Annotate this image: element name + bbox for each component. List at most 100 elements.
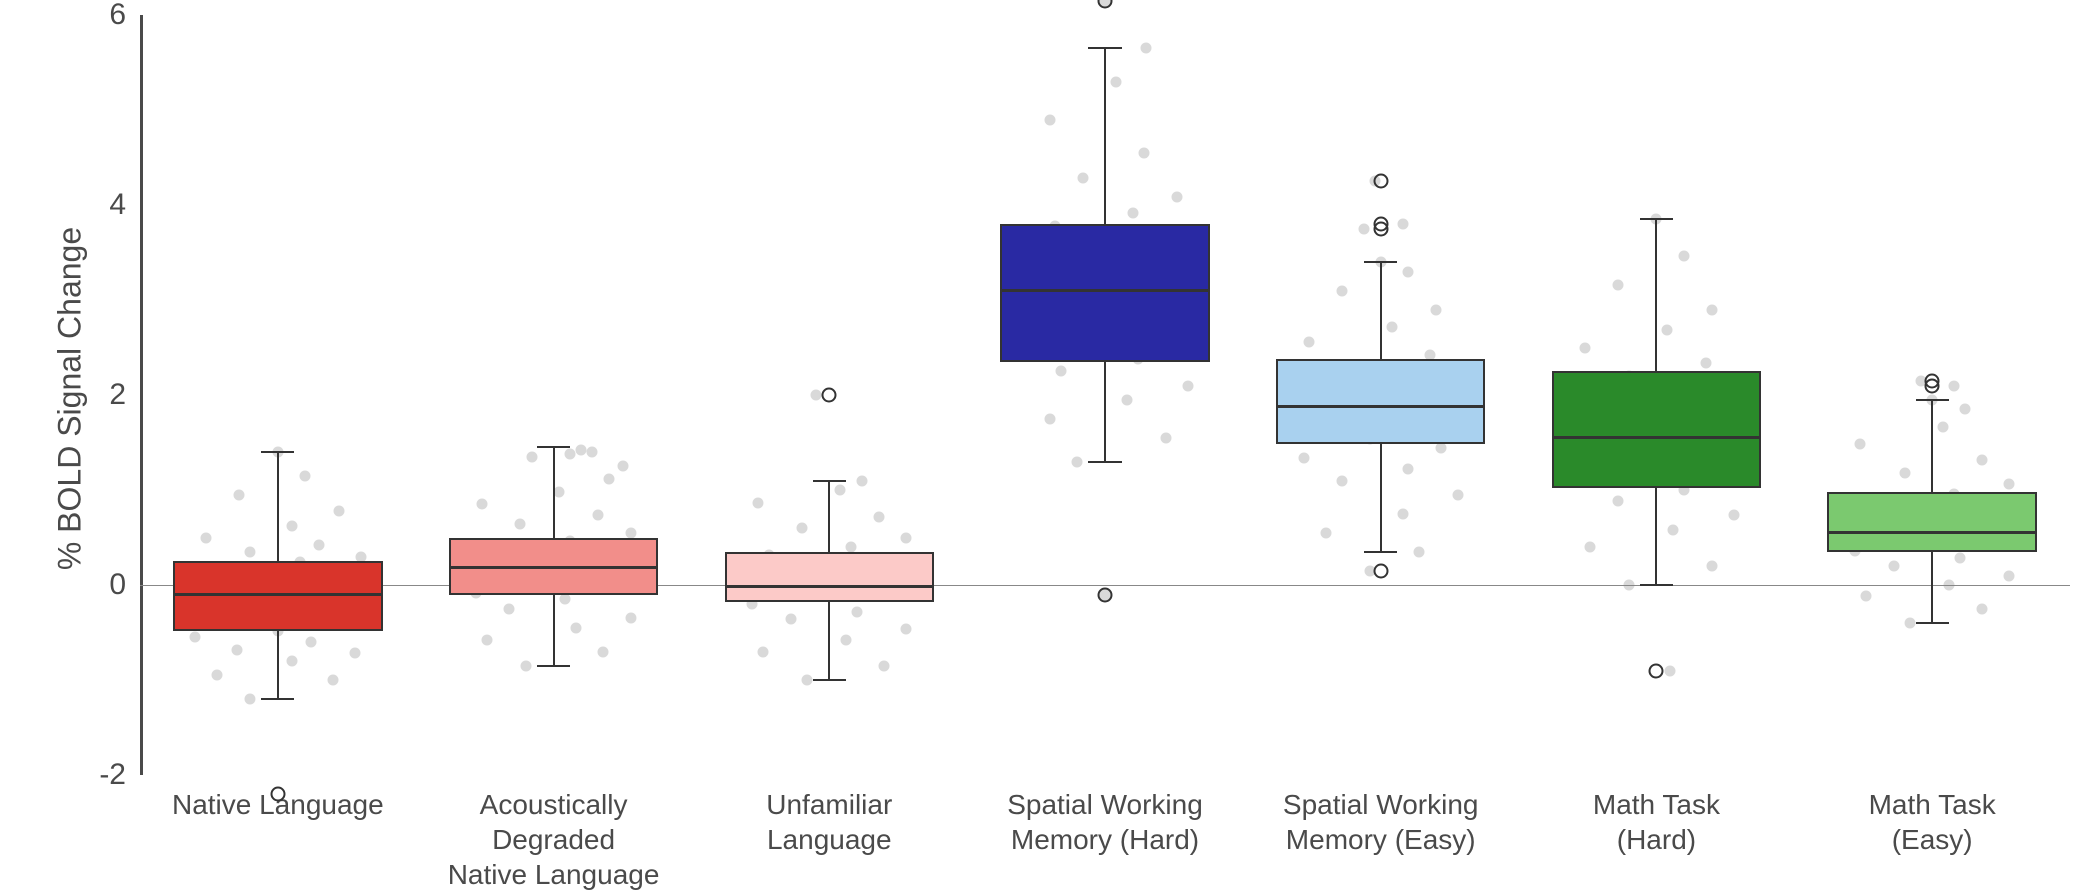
jitter-point (1860, 591, 1871, 602)
jitter-point (554, 486, 565, 497)
x-category-label: Acoustically DegradedNative Language (424, 787, 684, 892)
box (1827, 492, 2037, 552)
jitter-point (1943, 580, 1954, 591)
jitter-point (1182, 380, 1193, 391)
jitter-point (1320, 527, 1331, 538)
jitter-point (1452, 489, 1463, 500)
outlier-point (1925, 378, 1940, 393)
whisker-cap (537, 665, 570, 667)
jitter-point (835, 485, 846, 496)
jitter-point (333, 505, 344, 516)
jitter-point (521, 660, 532, 671)
jitter-point (314, 540, 325, 551)
jitter-point (2004, 479, 2015, 490)
jitter-point (1888, 561, 1899, 572)
jitter-point (598, 646, 609, 657)
whisker-cap (1640, 584, 1673, 586)
outlier-point (1373, 174, 1388, 189)
jitter-point (1141, 43, 1152, 54)
jitter-point (328, 675, 339, 686)
whisker-cap (1640, 218, 1673, 220)
median-line (173, 593, 383, 596)
jitter-point (1665, 665, 1676, 676)
y-tick-label: 2 (80, 378, 126, 412)
jitter-point (603, 473, 614, 484)
jitter-point (1612, 496, 1623, 507)
jitter-point (1171, 192, 1182, 203)
whisker-cap (1088, 47, 1121, 49)
jitter-point (212, 670, 223, 681)
x-category-label: UnfamiliarLanguage (699, 787, 959, 857)
jitter-point (1855, 439, 1866, 450)
jitter-point (873, 511, 884, 522)
whisker (1380, 262, 1382, 359)
jitter-point (1667, 524, 1678, 535)
jitter-point (785, 614, 796, 625)
outlier-point (1098, 587, 1113, 602)
jitter-point (350, 648, 361, 659)
boxplot-chart: % BOLD Signal Change -20246Native Langua… (0, 0, 2100, 873)
jitter-point (1954, 553, 1965, 564)
whisker (1104, 362, 1106, 462)
jitter-point (1899, 467, 1910, 478)
jitter-point (565, 448, 576, 459)
whisker (553, 447, 555, 537)
whisker (1931, 552, 1933, 623)
whisker (1655, 219, 1657, 371)
jitter-point (1905, 618, 1916, 629)
jitter-point (2004, 570, 2015, 581)
jitter-point (305, 637, 316, 648)
jitter-point (1701, 357, 1712, 368)
y-axis-line (140, 15, 143, 775)
median-line (1276, 405, 1486, 408)
jitter-point (1055, 366, 1066, 377)
jitter-point (1976, 603, 1987, 614)
jitter-point (1122, 394, 1133, 405)
whisker-cap (261, 451, 294, 453)
whisker (1380, 444, 1382, 551)
median-line (1827, 531, 2037, 534)
jitter-point (1623, 580, 1634, 591)
jitter-point (576, 445, 587, 456)
outlier-point (270, 787, 285, 802)
jitter-point (879, 660, 890, 671)
jitter-point (802, 675, 813, 686)
jitter-point (1127, 207, 1138, 218)
x-category-label: Math Task(Hard) (1526, 787, 1786, 857)
jitter-point (1430, 304, 1441, 315)
box (1276, 359, 1486, 445)
jitter-point (1386, 321, 1397, 332)
y-tick-label: -2 (80, 758, 126, 792)
zero-line (140, 585, 2070, 587)
jitter-point (1579, 342, 1590, 353)
whisker-cap (813, 679, 846, 681)
jitter-point (570, 622, 581, 633)
jitter-point (1397, 508, 1408, 519)
y-tick-label: 0 (80, 568, 126, 602)
jitter-point (592, 509, 603, 520)
jitter-point (796, 523, 807, 534)
jitter-point (1976, 454, 1987, 465)
whisker-cap (261, 698, 294, 700)
jitter-point (840, 635, 851, 646)
jitter-point (1072, 456, 1083, 467)
whisker (277, 452, 279, 561)
jitter-point (1706, 561, 1717, 572)
outlier-point (822, 388, 837, 403)
x-category-label: Spatial WorkingMemory (Easy) (1251, 787, 1511, 857)
jitter-point (482, 635, 493, 646)
jitter-point (515, 519, 526, 530)
jitter-point (1414, 546, 1425, 557)
whisker (1931, 400, 1933, 492)
jitter-point (857, 475, 868, 486)
jitter-point (752, 498, 763, 509)
jitter-point (504, 603, 515, 614)
plot-area: -20246Native LanguageAcoustically Degrad… (140, 15, 2070, 775)
whisker-cap (1364, 261, 1397, 263)
median-line (449, 566, 659, 569)
jitter-point (286, 656, 297, 667)
outlier-point (1098, 0, 1113, 8)
jitter-point (201, 532, 212, 543)
whisker (1104, 48, 1106, 224)
jitter-point (300, 470, 311, 481)
